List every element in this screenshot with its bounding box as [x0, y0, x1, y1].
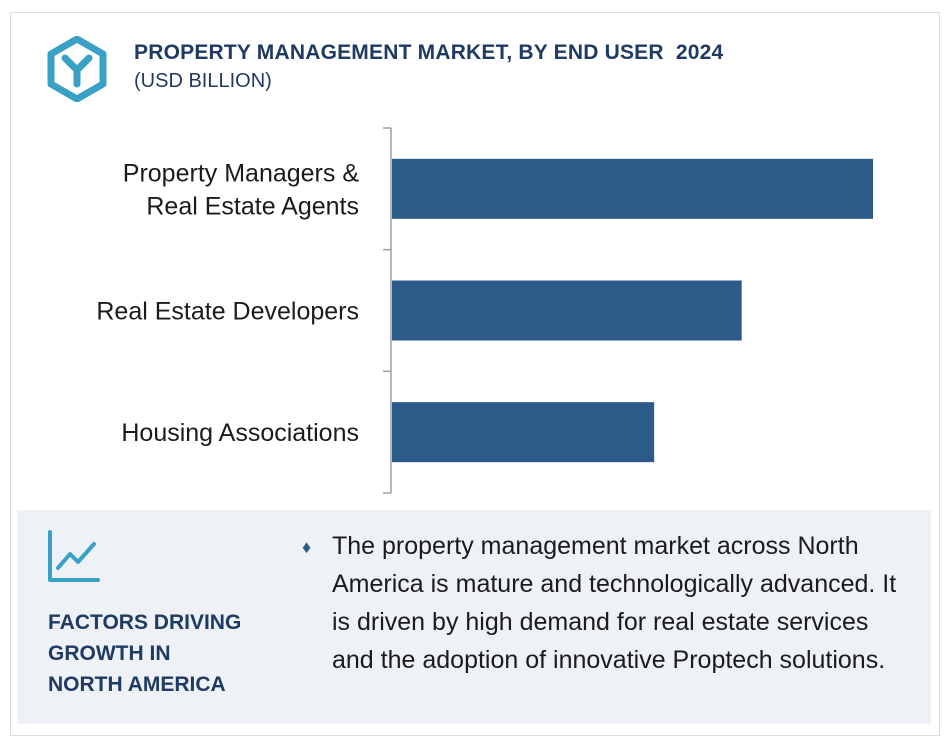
- chart-subtitle: (USD BILLION): [134, 70, 272, 92]
- diamond-bullet-icon: ♦: [302, 537, 312, 557]
- bar: [392, 402, 655, 463]
- bar: [392, 158, 873, 219]
- factors-title-line: GROWTH IN: [48, 642, 171, 665]
- category-label: Housing Associations: [121, 419, 359, 447]
- bar: [392, 280, 742, 341]
- category-label: Real Estate Developers: [96, 298, 359, 326]
- chart-title: PROPERTY MANAGEMENT MARKET, BY END USER …: [134, 41, 724, 64]
- category-label: Property Managers &: [123, 159, 360, 187]
- bar-chart: Property Managers & Real Estate Agents Rea…: [96, 127, 873, 494]
- line-chart-growth-icon: [48, 530, 100, 582]
- category-label: Real Estate Agents: [146, 192, 359, 220]
- factors-title: FACTORS DRIVING GROWTH IN NORTH AMERICA: [48, 607, 278, 700]
- factors-panel: [17, 510, 931, 724]
- factors-title-line: FACTORS DRIVING: [48, 611, 242, 634]
- factors-title-line: NORTH AMERICA: [48, 673, 226, 696]
- hexagon-y-logo-icon: [47, 36, 107, 102]
- factors-description: The property management market across No…: [332, 532, 897, 674]
